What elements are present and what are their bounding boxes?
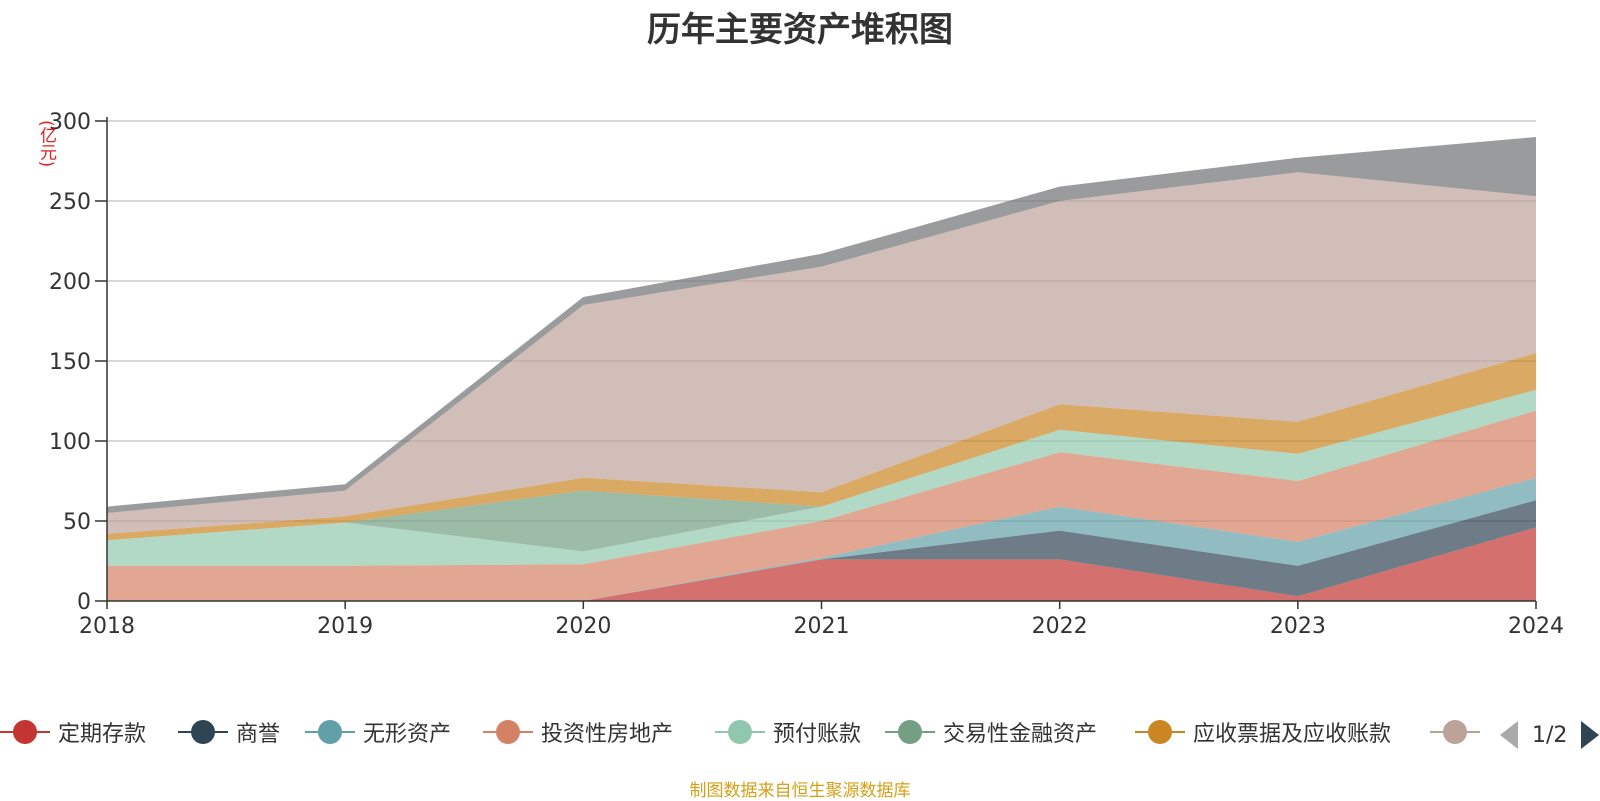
x-tick-label: 2022 [1032,614,1088,639]
legend-marker-icon [1135,712,1185,752]
legend-item[interactable]: 应收票据及应收账款 [1135,712,1391,752]
y-tick-label: 150 [49,350,91,375]
y-tick-label: 100 [49,430,91,455]
area-series-5 [107,389,1536,566]
legend-marker-icon [0,712,50,752]
y-tick-label: 200 [49,270,91,295]
legend-marker-icon [715,712,765,752]
legend-label: 无形资产 [363,722,452,747]
legend-item[interactable]: 商誉 [178,712,280,752]
legend-item[interactable]: 预付账款 [715,712,861,752]
y-axis-unit: (亿元) [36,120,56,168]
legend-marker-icon [178,712,228,752]
legend-pager: 1/2 [1500,718,1600,752]
x-tick-label: 2024 [1508,614,1564,639]
legend-next-page-icon[interactable] [1581,721,1600,749]
area-series-4 [107,410,1536,601]
x-tick-label: 2018 [79,614,135,639]
legend-page-indicator: 1/2 [1532,722,1568,748]
legend-item[interactable] [1430,712,1488,752]
area-series-6 [107,389,1536,552]
legend-marker-icon [1430,712,1480,752]
y-tick-label: 0 [77,590,91,615]
x-tick-label: 2021 [794,614,850,639]
legend-label: 投资性房地产 [541,722,674,747]
legend-item[interactable]: 无形资产 [305,712,451,752]
legend: 定期存款 商誉 无形资产 投资性房地产 预付账款 交易性金融资产 应收票据及应收账款 [0,712,1600,752]
legend-label: 定期存款 [58,722,147,747]
area-series-9 [107,137,1536,513]
x-tick-label: 2019 [317,614,373,639]
chart-title: 历年主要资产堆积图 [647,10,953,50]
x-tick-label: 2020 [555,614,611,639]
legend-label: 应收票据及应收账款 [1193,722,1392,747]
legend-marker-icon [483,712,533,752]
legend-marker-icon [305,712,355,752]
area-series-3 [107,477,1536,601]
legend-item[interactable]: 定期存款 [0,712,146,752]
y-tick-label: 250 [49,190,91,215]
legend-label: 交易性金融资产 [943,722,1098,747]
legend-item[interactable]: 交易性金融资产 [885,712,1097,752]
legend-label: 商誉 [236,722,281,747]
x-tick-label: 2023 [1270,614,1326,639]
area-series-2 [107,500,1536,601]
legend-marker-icon [885,712,935,752]
area-series-7 [107,353,1536,541]
legend-label: 预付账款 [773,722,862,747]
y-tick-label: 300 [49,110,91,135]
data-source-note: 制图数据来自恒生聚源数据库 [689,781,911,801]
y-tick-label: 50 [63,510,91,535]
legend-item[interactable]: 投资性房地产 [483,712,673,752]
legend-prev-page-icon[interactable] [1500,721,1518,749]
axes: 0 50 100 150 200 250 300 2018 2019 2020 2021 2022 20… [49,110,1564,639]
area-series-8 [107,172,1536,534]
area-series [107,137,1536,601]
area-series-1 [107,527,1536,601]
